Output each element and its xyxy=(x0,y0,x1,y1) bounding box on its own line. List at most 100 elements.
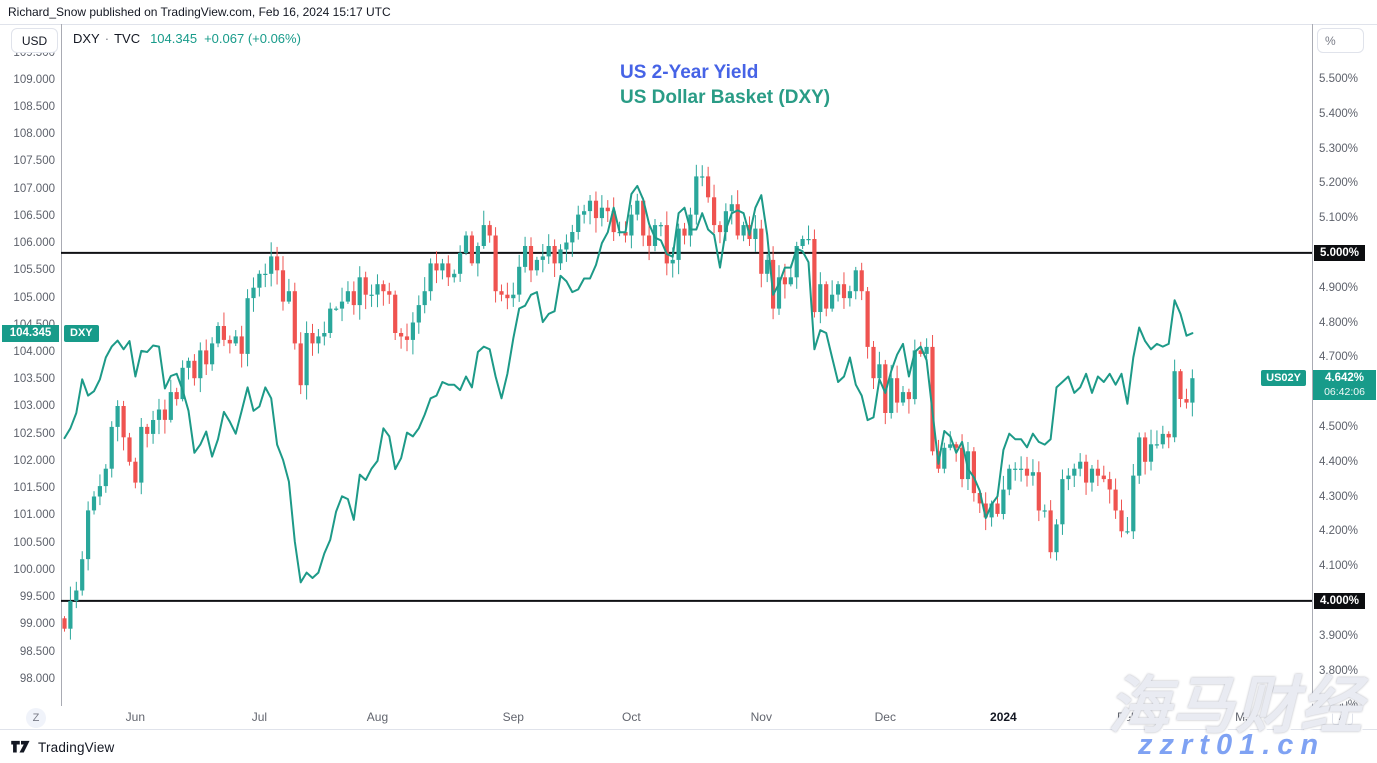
legend-change: +0.067 (+0.06%) xyxy=(204,31,301,46)
candle-body xyxy=(759,228,764,274)
left-axis-tick: 109.000 xyxy=(13,73,55,86)
candle-body xyxy=(162,409,167,420)
candle-body xyxy=(1172,371,1177,438)
candle-body xyxy=(995,503,1000,514)
auto-scale-button[interactable]: A xyxy=(1332,708,1353,725)
candle-body xyxy=(1072,468,1077,476)
left-axis-tick: 102.000 xyxy=(13,454,55,467)
candle-body xyxy=(339,301,345,309)
timezone-button[interactable]: Z xyxy=(26,708,46,728)
candle-body xyxy=(1107,479,1112,490)
candle-body xyxy=(576,214,581,232)
time-axis-label: Mar xyxy=(1235,710,1256,724)
candle-body xyxy=(145,426,150,434)
candle-body xyxy=(345,291,350,302)
candle-body xyxy=(1030,472,1035,476)
candle-body xyxy=(765,259,770,274)
title-us-dollar-basket: US Dollar Basket (DXY) xyxy=(620,87,831,108)
left-axis-tick: 102.500 xyxy=(13,427,55,440)
candle-body xyxy=(446,263,451,278)
candle-body xyxy=(558,249,563,264)
candle-body xyxy=(487,225,492,236)
candle-body xyxy=(263,273,268,275)
candle-body xyxy=(245,298,250,354)
left-axis-unit-button[interactable]: USD xyxy=(11,28,58,53)
candle-body xyxy=(830,294,835,309)
candle-body xyxy=(1019,468,1024,470)
time-scale[interactable]: Jun Jul Aug Sep Oct Nov Dec 2024 Feb Mar xyxy=(0,706,1377,729)
candle-body xyxy=(221,326,226,340)
candle-body xyxy=(80,559,85,591)
candle-body xyxy=(523,246,528,267)
candle-body xyxy=(877,364,882,379)
candle-body xyxy=(676,228,681,260)
candle-body xyxy=(62,618,67,629)
candle-body xyxy=(883,364,888,413)
candle-body xyxy=(393,294,398,333)
candle-body xyxy=(641,200,646,236)
candle-body xyxy=(239,336,244,354)
candle-body xyxy=(1190,378,1195,403)
time-axis-label: Jul xyxy=(251,710,268,724)
candle-body xyxy=(800,239,805,246)
candle-body xyxy=(109,426,114,469)
candle-body xyxy=(841,284,847,299)
title-us-2-year-yield: US 2-Year Yield xyxy=(620,62,759,83)
candle-body xyxy=(121,406,126,438)
candle-body xyxy=(127,437,132,462)
candle-body xyxy=(493,235,498,292)
candle-body xyxy=(912,350,917,400)
candle-body xyxy=(717,225,723,233)
candle-body xyxy=(546,246,551,257)
time-axis-label: Jun xyxy=(125,710,146,724)
legend-symbol[interactable]: DXY xyxy=(73,31,100,46)
candle-body xyxy=(670,259,675,264)
left-price-scale[interactable]: 109.500109.000108.500108.000107.500107.0… xyxy=(0,25,60,706)
candle-body xyxy=(1013,468,1018,470)
left-axis-tick: 99.000 xyxy=(19,618,55,631)
candle-body xyxy=(948,444,953,448)
left-axis-tick: 101.000 xyxy=(13,509,55,522)
candle-body xyxy=(204,350,209,365)
candle-body xyxy=(351,291,356,306)
time-axis-label: Oct xyxy=(622,710,641,724)
left-axis-tick: 106.500 xyxy=(13,209,55,222)
candle-body xyxy=(658,225,663,227)
candle-body xyxy=(399,333,404,337)
left-axis-tick: 108.500 xyxy=(13,100,55,113)
candle-body xyxy=(475,246,480,264)
candle-body xyxy=(86,510,91,560)
right-axis-unit-button[interactable]: % xyxy=(1317,28,1364,53)
left-axis-tick: 99.500 xyxy=(19,591,55,604)
candle-body xyxy=(753,228,758,239)
left-axis-tick: 106.000 xyxy=(13,237,55,250)
tradingview-attribution[interactable]: TradingView xyxy=(10,738,115,756)
candle-body xyxy=(629,214,634,236)
us02y-last-price-badge: 4.642% 06:42:06 xyxy=(1313,369,1376,400)
candle-body xyxy=(215,326,221,344)
right-axis-tick: 4.500% xyxy=(1319,420,1359,433)
candle-body xyxy=(806,239,811,241)
right-axis-tick: 5.500% xyxy=(1319,72,1359,85)
right-axis-tick: 5.400% xyxy=(1319,107,1359,120)
candle-body xyxy=(1148,444,1154,462)
left-axis-tick: 104.000 xyxy=(13,346,55,359)
right-axis-tick: 4.300% xyxy=(1319,490,1359,503)
plot-area[interactable] xyxy=(61,164,1312,640)
candle-body xyxy=(151,420,156,434)
candle-body xyxy=(1060,479,1065,525)
candle-body xyxy=(316,336,321,344)
us02y-series-tag: US02Y xyxy=(1261,369,1306,386)
candle-body xyxy=(103,468,108,487)
right-axis-tick: 5.300% xyxy=(1319,142,1359,155)
candle-body xyxy=(210,343,215,365)
candle-body xyxy=(771,259,776,309)
candle-body xyxy=(410,322,415,340)
dxy-last-price-badge: 104.345 xyxy=(2,324,59,342)
left-axis-tick: 100.500 xyxy=(13,536,55,549)
candle-body xyxy=(322,333,327,337)
candle-body xyxy=(428,263,433,292)
candle-body xyxy=(156,409,162,420)
candle-body xyxy=(1160,433,1165,445)
